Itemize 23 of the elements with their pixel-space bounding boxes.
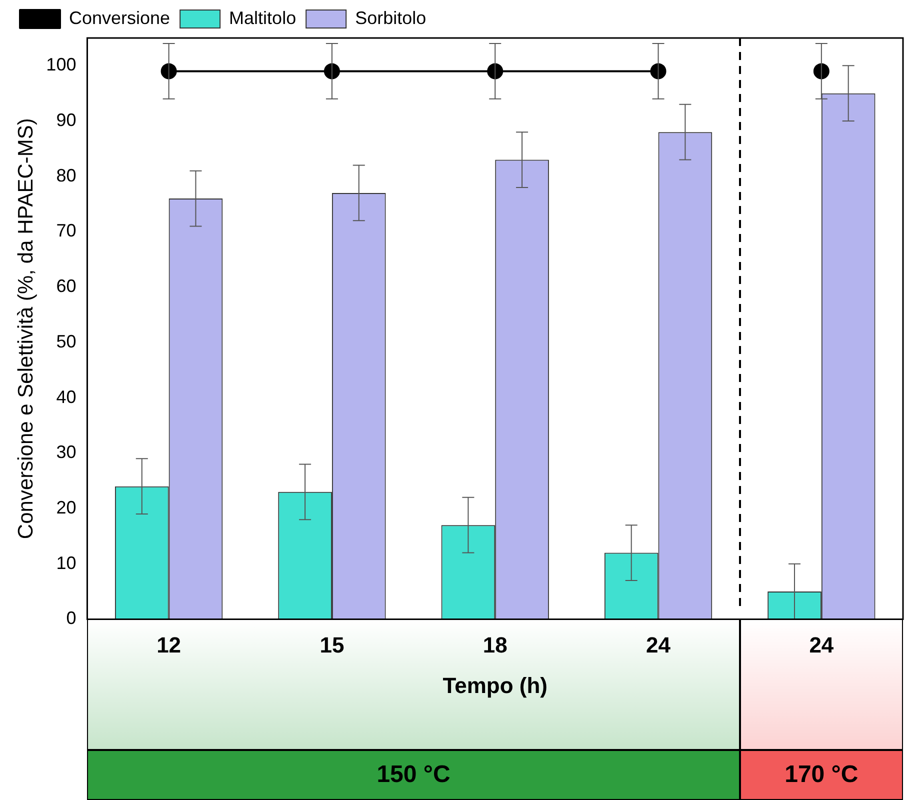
legend-label: Sorbitolo [355, 8, 426, 28]
x-tick-label: 24 [809, 632, 834, 658]
y-tick-label: 10 [56, 552, 76, 573]
y-tick-label: 30 [56, 442, 76, 462]
y-tick-label: 70 [56, 220, 76, 241]
y-tick-label: 0 [66, 608, 76, 628]
x-tick-label: 18 [482, 632, 508, 658]
text: 150 °C [87, 750, 740, 800]
y-tick-label: 90 [56, 110, 76, 130]
x-tick-label: 24 [646, 632, 672, 658]
y-tick-label: 80 [56, 165, 76, 186]
x-axis-title: Tempo (h) [442, 672, 548, 698]
x-tick-label: 12 [156, 632, 182, 658]
y-tick-label: 40 [56, 386, 76, 407]
y-tick-label: 60 [56, 276, 76, 296]
legend-label: Maltitolo [229, 8, 296, 28]
y-tick-label: 50 [56, 331, 76, 352]
y-tick-label: 20 [56, 497, 76, 518]
y-axis-title: Conversione e Selettività (%, da HPAEC-MS) [14, 118, 38, 540]
text: 170 °C [740, 750, 903, 800]
legend-label: Conversione [69, 8, 170, 28]
x-tick-label: 15 [320, 632, 344, 658]
y-tick-label: 100 [46, 54, 76, 75]
